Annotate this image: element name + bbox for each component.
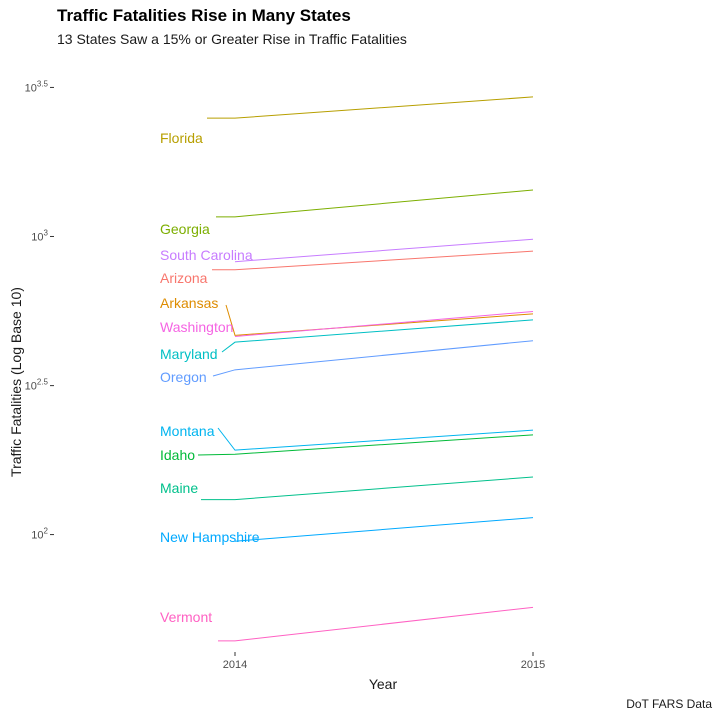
- series-line-arkansas: [225, 304, 534, 336]
- series-line-idaho: [197, 434, 534, 456]
- series-label-arizona: Arizona: [160, 270, 208, 286]
- series-line-maryland: [221, 319, 534, 353]
- y-tick-label: 102.5: [25, 378, 49, 393]
- chart-subtitle: 13 States Saw a 15% or Greater Rise in T…: [57, 31, 407, 47]
- series-line-vermont: [218, 606, 534, 642]
- series-line-arizona: [212, 250, 534, 271]
- series-line-washington: [234, 311, 534, 337]
- series-label-maine: Maine: [160, 480, 198, 496]
- x-tick-label: 2014: [223, 659, 247, 671]
- series-label-maryland: Maryland: [160, 346, 218, 362]
- series-label-arkansas: Arkansas: [160, 295, 218, 311]
- series-line-oregon: [212, 340, 534, 377]
- series-label-florida: Florida: [160, 130, 203, 146]
- series-label-washington: Washington: [160, 319, 233, 335]
- series-label-oregon: Oregon: [160, 369, 207, 385]
- y-axis-label: Traffic Fatalities (Log Base 10): [8, 287, 24, 477]
- series-label-new-hampshire: New Hampshire: [160, 529, 260, 545]
- series-line-new-hampshire: [234, 517, 534, 542]
- x-axis-label: Year: [368, 676, 398, 692]
- series-line-florida: [207, 96, 534, 119]
- series-line-georgia: [216, 189, 534, 218]
- series-line-montana: [217, 427, 534, 451]
- series-label-south-carolina: South Carolina: [160, 247, 253, 263]
- chart-title: Traffic Fatalities Rise in Many States: [57, 6, 351, 25]
- series-label-montana: Montana: [160, 423, 215, 439]
- series-label-idaho: Idaho: [160, 447, 195, 463]
- series-line-south-carolina: [234, 238, 534, 263]
- series-label-vermont: Vermont: [160, 609, 212, 625]
- x-tick-label: 2015: [521, 659, 545, 671]
- y-tick-label: 103.5: [25, 79, 49, 94]
- source-caption: DoT FARS Data: [626, 697, 712, 711]
- series-label-georgia: Georgia: [160, 221, 210, 237]
- y-tick-label: 102: [31, 527, 48, 542]
- series-line-maine: [201, 476, 534, 501]
- y-tick-label: 103: [31, 228, 48, 243]
